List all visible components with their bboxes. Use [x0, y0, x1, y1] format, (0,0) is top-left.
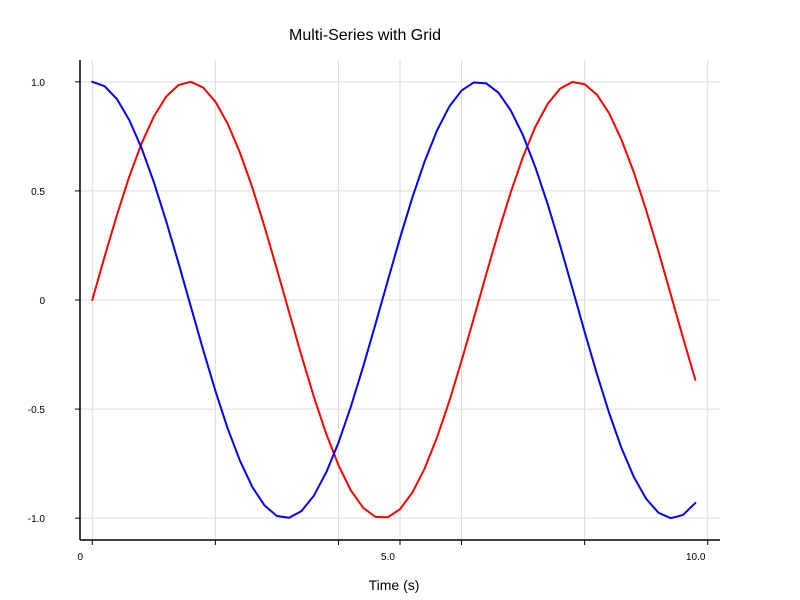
series-group: [91, 80, 697, 520]
y-tick-label: 1.0: [31, 78, 45, 89]
y-tick-label: -0.5: [28, 405, 46, 416]
x-tick-label: 10.0: [686, 552, 706, 563]
x-tick-label: 5.0: [381, 552, 395, 563]
chart-title: Multi-Series with Grid: [289, 27, 441, 44]
y-tick-label: 0: [39, 296, 45, 307]
series-line-1: [91, 80, 697, 519]
x-tick-label: 0: [78, 552, 84, 563]
series-line-2: [91, 80, 697, 520]
x-axis-label: Time (s): [369, 577, 420, 593]
tick-labels: 0 5.0 10.0 -1.0 -0.5 0 0.5 1.0: [28, 78, 706, 563]
y-tick-label: 0.5: [31, 187, 45, 198]
axes: [75, 60, 720, 545]
grid-lines: [80, 60, 720, 540]
y-tick-label: -1.0: [28, 514, 46, 525]
